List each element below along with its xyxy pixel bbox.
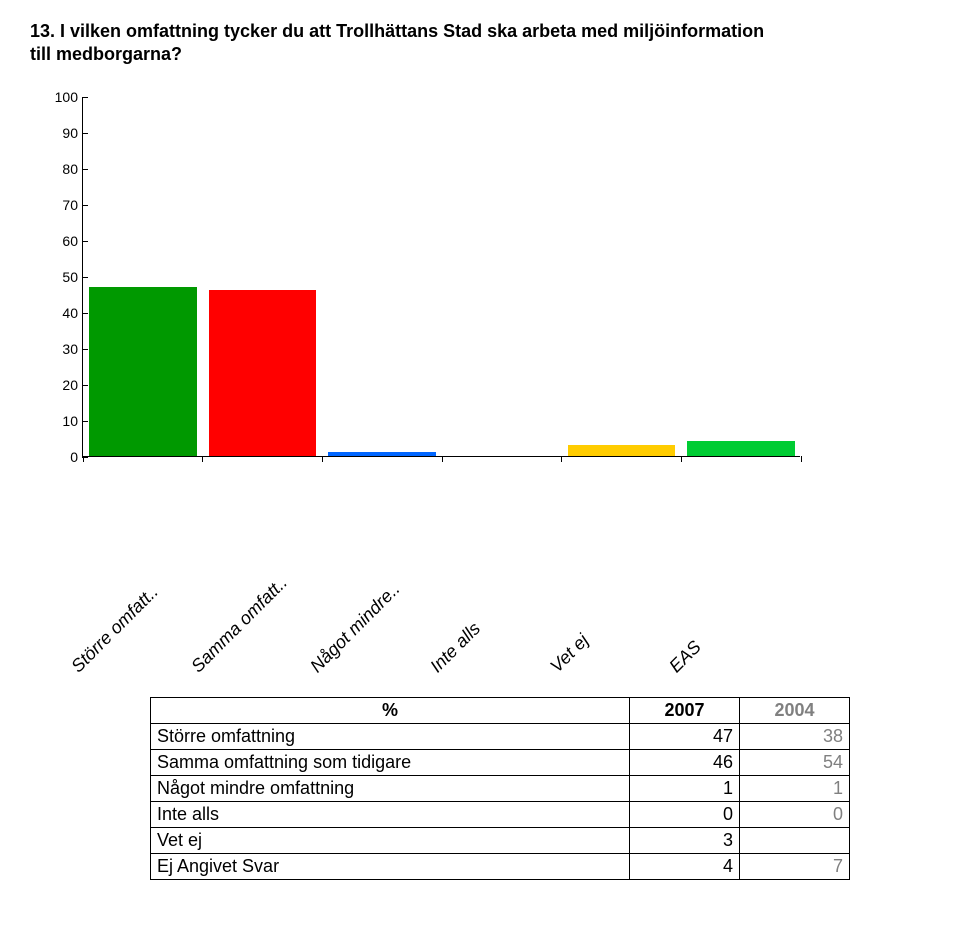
row-val-2004: 7: [740, 853, 850, 879]
x-tick-label: Samma omfatt..: [187, 572, 292, 677]
data-table: % 2007 2004 Större omfattning4738Samma o…: [150, 697, 850, 880]
x-tick-label: EAS: [665, 636, 705, 676]
x-tick-label: Vet ej: [546, 630, 593, 677]
row-label: Något mindre omfattning: [151, 775, 630, 801]
y-tick-label: 90: [40, 125, 78, 141]
row-val-2004: 54: [740, 749, 850, 775]
row-val-2004: [740, 827, 850, 853]
row-val-2007: 3: [630, 827, 740, 853]
y-tick-label: 80: [40, 161, 78, 177]
col-pct: %: [151, 697, 630, 723]
row-val-2007: 46: [630, 749, 740, 775]
y-tick-label: 20: [40, 377, 78, 393]
row-val-2004: 1: [740, 775, 850, 801]
bar: [687, 441, 795, 455]
table-row: Samma omfattning som tidigare4654: [151, 749, 850, 775]
y-tick-label: 10: [40, 413, 78, 429]
row-val-2007: 1: [630, 775, 740, 801]
y-tick-label: 100: [40, 89, 78, 105]
bar-chart: 0102030405060708090100: [40, 97, 800, 477]
col-2004: 2004: [740, 697, 850, 723]
row-val-2004: 38: [740, 723, 850, 749]
y-tick-label: 40: [40, 305, 78, 321]
table-row: Större omfattning4738: [151, 723, 850, 749]
bar: [568, 445, 676, 456]
table-row: Ej Angivet Svar47: [151, 853, 850, 879]
row-val-2007: 0: [630, 801, 740, 827]
row-val-2007: 47: [630, 723, 740, 749]
table-row: Inte alls00: [151, 801, 850, 827]
bar: [89, 287, 197, 456]
x-tick-label: Större omfatt..: [67, 581, 162, 676]
row-label: Samma omfattning som tidigare: [151, 749, 630, 775]
y-tick-label: 50: [40, 269, 78, 285]
x-tick-label: Inte alls: [426, 618, 485, 677]
title-line2: till medborgarna?: [30, 44, 182, 64]
title-line1: 13. I vilken omfattning tycker du att Tr…: [30, 21, 764, 41]
row-val-2004: 0: [740, 801, 850, 827]
row-label: Inte alls: [151, 801, 630, 827]
row-label: Större omfattning: [151, 723, 630, 749]
question-title: 13. I vilken omfattning tycker du att Tr…: [30, 20, 930, 67]
y-tick-label: 0: [40, 449, 78, 465]
bar: [209, 290, 317, 456]
row-label: Vet ej: [151, 827, 630, 853]
y-tick-label: 70: [40, 197, 78, 213]
y-tick-label: 60: [40, 233, 78, 249]
x-tick-label: Något mindre..: [306, 578, 404, 676]
bar: [328, 452, 436, 456]
row-val-2007: 4: [630, 853, 740, 879]
row-label: Ej Angivet Svar: [151, 853, 630, 879]
y-tick-label: 30: [40, 341, 78, 357]
x-axis-labels: Större omfatt.. Samma omfatt..Något mindr…: [40, 517, 800, 677]
table-row: Vet ej3: [151, 827, 850, 853]
table-row: Något mindre omfattning11: [151, 775, 850, 801]
col-2007: 2007: [630, 697, 740, 723]
